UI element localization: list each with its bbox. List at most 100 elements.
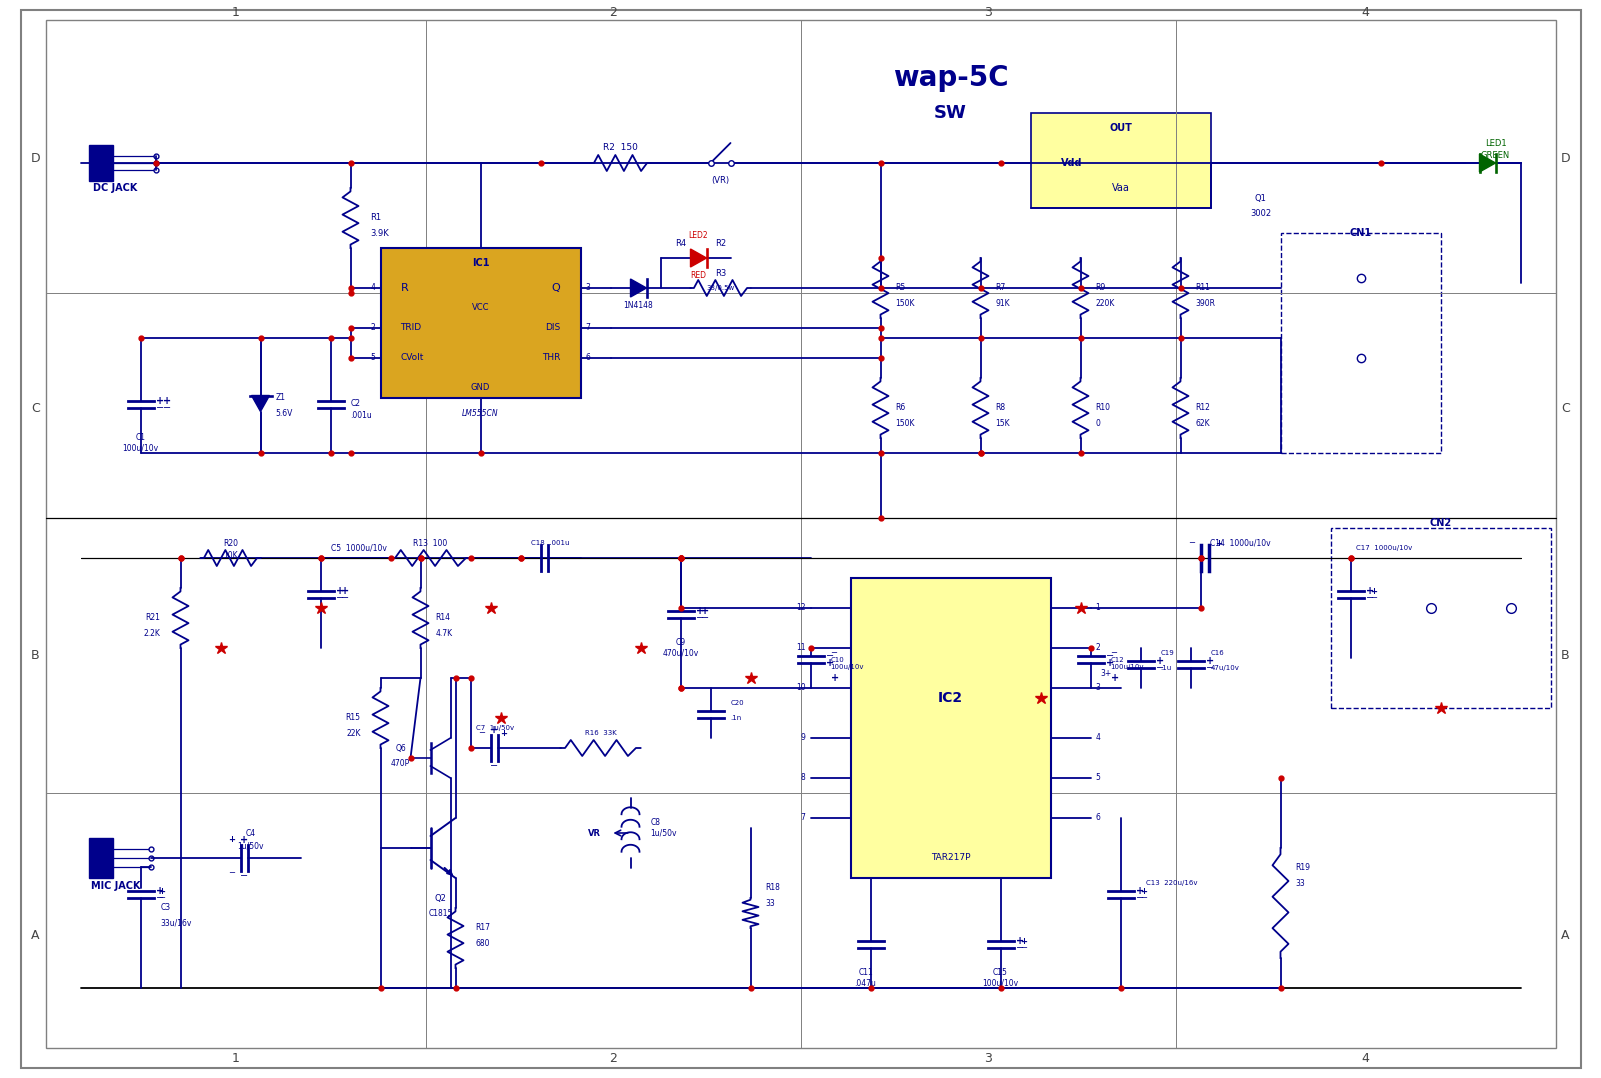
Text: R16  33K: R16 33K: [584, 730, 616, 736]
Text: +: +: [1140, 886, 1148, 896]
Bar: [88, 146, 112, 181]
Text: 10K: 10K: [223, 552, 239, 561]
Text: B: B: [1561, 649, 1571, 662]
Text: C3: C3: [160, 903, 171, 912]
Text: −: −: [1370, 594, 1377, 603]
Text: 12: 12: [796, 604, 805, 612]
Text: C4: C4: [245, 829, 256, 838]
Text: wap-5C: wap-5C: [893, 64, 1009, 92]
FancyBboxPatch shape: [381, 248, 581, 398]
Text: 62K: 62K: [1196, 418, 1210, 428]
Text: 8: 8: [800, 774, 805, 783]
Text: 10: 10: [796, 683, 805, 692]
Text: Q1: Q1: [1255, 193, 1266, 203]
Text: +: +: [1106, 658, 1114, 668]
Text: +: +: [501, 729, 508, 737]
Text: LM555CN: LM555CN: [463, 409, 500, 417]
Text: C5  1000u/10v: C5 1000u/10v: [330, 543, 386, 553]
Text: OUT: OUT: [1109, 123, 1132, 133]
Text: VR: VR: [588, 829, 600, 838]
Text: +: +: [1370, 586, 1377, 595]
Text: −: −: [1106, 651, 1114, 661]
Polygon shape: [690, 249, 706, 267]
Text: R2: R2: [716, 238, 727, 248]
Text: 220K: 220K: [1095, 299, 1114, 307]
Text: 3: 3: [985, 1051, 993, 1064]
Text: DIS: DIS: [546, 323, 560, 332]
Text: MIC JACK: MIC JACK: [91, 881, 141, 892]
Text: B: B: [30, 649, 40, 662]
Text: +: +: [336, 586, 344, 596]
Text: C19: C19: [1161, 650, 1174, 657]
Text: 4: 4: [1361, 6, 1369, 19]
Text: C1815: C1815: [429, 909, 453, 917]
Text: R15: R15: [346, 714, 360, 722]
Text: THR: THR: [543, 354, 560, 362]
Text: C15
100u/10v: C15 100u/10v: [983, 968, 1018, 987]
Text: +: +: [157, 886, 165, 896]
FancyBboxPatch shape: [1031, 113, 1210, 208]
Text: 3+: 3+: [1100, 668, 1111, 677]
Text: 1: 1: [232, 1051, 240, 1064]
Text: 4: 4: [1361, 1051, 1369, 1064]
Text: .1n: .1n: [730, 715, 741, 721]
Text: −: −: [341, 593, 349, 603]
Polygon shape: [631, 279, 647, 298]
Text: R2  150: R2 150: [604, 143, 637, 152]
Text: R11: R11: [1196, 284, 1210, 292]
Text: +: +: [162, 396, 171, 406]
Text: +: +: [158, 886, 165, 896]
Text: Vaa: Vaa: [1111, 183, 1129, 193]
Text: 2: 2: [371, 323, 376, 332]
Text: R5: R5: [895, 284, 906, 292]
Text: 2: 2: [1095, 644, 1100, 652]
Text: 22K: 22K: [346, 729, 360, 737]
Text: R7: R7: [996, 284, 1005, 292]
Text: −: −: [831, 649, 837, 658]
Text: RED: RED: [690, 272, 706, 280]
Text: 680: 680: [475, 939, 490, 948]
Text: CN2: CN2: [1430, 519, 1452, 528]
Text: 1N4148: 1N4148: [624, 302, 653, 310]
Text: +: +: [701, 606, 709, 616]
Text: .1u: .1u: [1161, 665, 1172, 671]
Text: 47u/10v: 47u/10v: [1210, 665, 1239, 671]
Text: LED2: LED2: [688, 232, 708, 240]
Text: −: −: [1017, 943, 1025, 953]
Text: +: +: [229, 835, 235, 844]
Text: 6: 6: [1095, 814, 1100, 823]
Text: 4: 4: [370, 284, 376, 292]
Text: R9: R9: [1095, 284, 1106, 292]
Text: CN1: CN1: [1350, 229, 1372, 238]
Text: IC1: IC1: [472, 258, 490, 268]
Text: 33: 33: [765, 898, 775, 908]
Text: 2.2K: 2.2K: [144, 628, 160, 637]
Text: C12
100u/10v: C12 100u/10v: [1111, 657, 1145, 669]
Text: C18  .001u: C18 .001u: [532, 540, 570, 545]
Text: DC JACK: DC JACK: [93, 183, 138, 193]
Text: −: −: [162, 403, 171, 413]
Text: TRID: TRID: [400, 323, 421, 332]
Text: C20: C20: [730, 700, 744, 706]
Text: R4: R4: [676, 238, 687, 248]
Text: VCC: VCC: [472, 304, 490, 313]
Text: C8
1u/50v: C8 1u/50v: [650, 818, 677, 838]
Text: 3: 3: [586, 284, 591, 292]
Text: 3.9K: 3.9K: [370, 229, 389, 237]
Text: 0: 0: [1095, 418, 1100, 428]
Text: A: A: [1561, 929, 1569, 942]
Text: (VR): (VR): [711, 177, 730, 185]
Text: A: A: [32, 929, 40, 942]
Text: Vdd: Vdd: [1060, 158, 1082, 168]
Text: −: −: [490, 761, 498, 771]
Text: +: +: [1215, 539, 1223, 548]
Text: R10: R10: [1095, 403, 1111, 413]
Text: 2: 2: [608, 1051, 616, 1064]
Text: +: +: [1020, 937, 1028, 945]
Text: C7  1u/50v: C7 1u/50v: [477, 725, 514, 731]
FancyBboxPatch shape: [1281, 233, 1441, 453]
Text: .001u: .001u: [351, 412, 373, 420]
Text: +: +: [1137, 886, 1145, 896]
Text: +: +: [1017, 936, 1025, 946]
Text: 2: 2: [608, 6, 616, 19]
